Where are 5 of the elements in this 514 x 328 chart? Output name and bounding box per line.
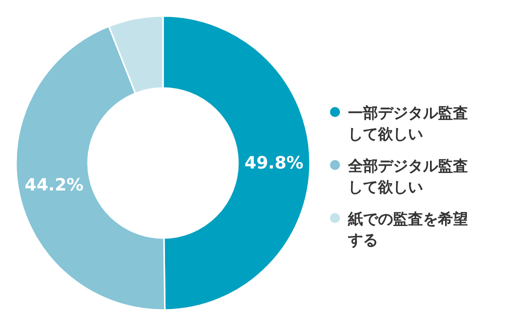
data-label: 44.2% <box>24 175 84 196</box>
data-label: 49.8% <box>244 153 304 174</box>
legend-label: 紙での監査を希望する <box>347 210 468 249</box>
legend-label: 全部デジタル監査して欲しい <box>347 157 468 196</box>
legend-label: 一部デジタル監査して欲しい <box>348 104 468 143</box>
